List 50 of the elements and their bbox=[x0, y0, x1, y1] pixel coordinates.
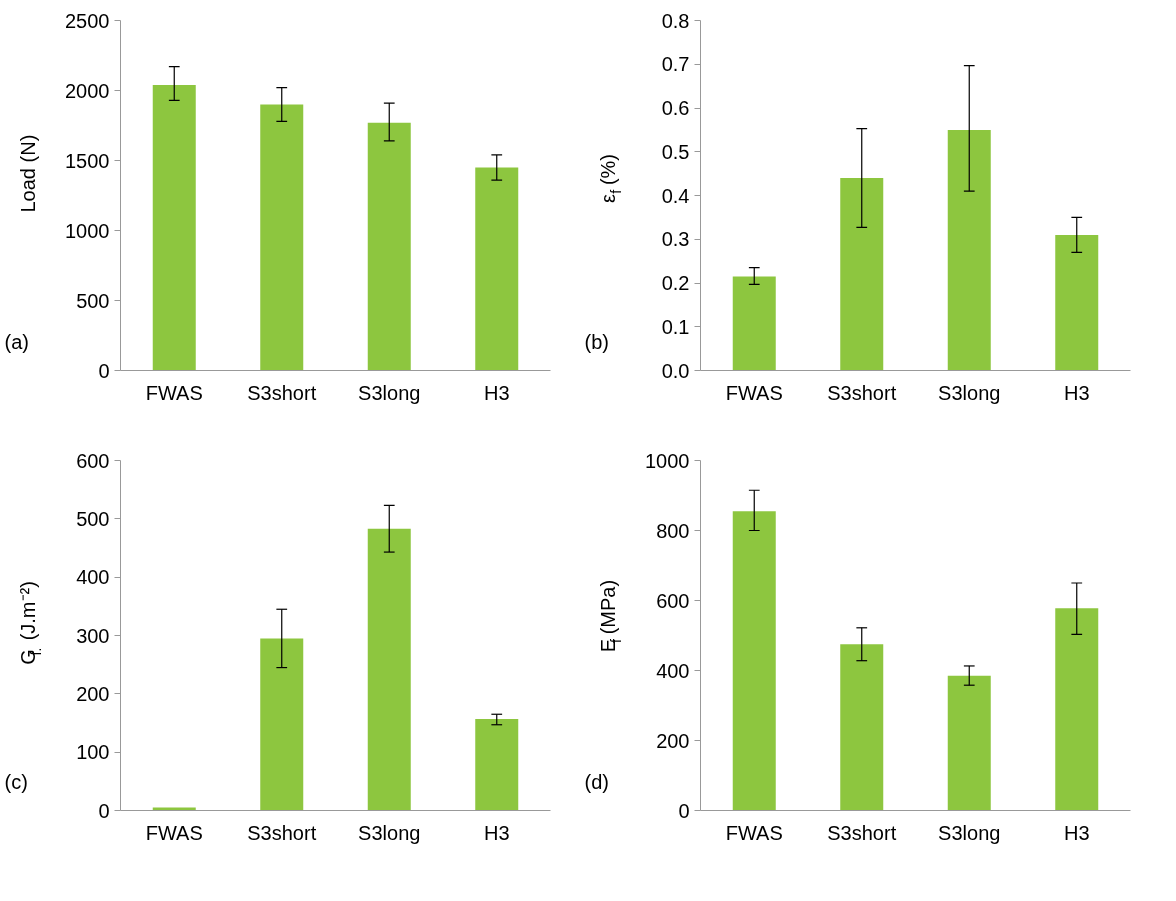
y-tick-label: 1000 bbox=[65, 219, 110, 242]
y-tick-label: 200 bbox=[76, 682, 110, 705]
text: (c) bbox=[4, 771, 28, 793]
x-tick-label: S3short bbox=[247, 381, 317, 404]
x-tick-label: FWAS bbox=[725, 381, 783, 404]
y-tick-label: 0 bbox=[98, 799, 110, 822]
y-tick-label: 500 bbox=[76, 289, 110, 312]
x-tick-label: H3 bbox=[1063, 821, 1090, 844]
y-tick-label: 0.7 bbox=[661, 53, 690, 76]
y-tick-label: 0.6 bbox=[661, 97, 690, 119]
y-axis-title: Load (N) bbox=[16, 134, 39, 213]
x-tick-label: H3 bbox=[483, 821, 510, 844]
y-tick-label: 0 bbox=[678, 799, 690, 822]
x-tick-label: FWAS bbox=[725, 821, 783, 844]
text: (b) bbox=[584, 331, 609, 353]
x-tick-label: S3long bbox=[938, 381, 1001, 404]
x-tick-label: S3short bbox=[827, 821, 897, 844]
y-tick-label: 800 bbox=[656, 519, 690, 542]
y-tick-label: 500 bbox=[76, 507, 110, 530]
y-tick-label: 0.1 bbox=[661, 315, 690, 338]
y-tick-label: 0.5 bbox=[661, 140, 690, 163]
text: (d) bbox=[584, 771, 609, 793]
text: (a) bbox=[4, 331, 29, 353]
y-tick-label: 0.2 bbox=[661, 272, 690, 294]
y-tick-label: 0.0 bbox=[661, 359, 690, 382]
x-tick-label: S3long bbox=[938, 821, 1001, 844]
x-tick-label: S3short bbox=[827, 381, 897, 404]
y-axis-title: εf (%) bbox=[596, 153, 624, 204]
y-tick-label: 0.4 bbox=[661, 184, 690, 207]
y-tick-label: 0.3 bbox=[661, 228, 690, 251]
y-tick-label: 1500 bbox=[65, 149, 110, 172]
y-tick-label: 600 bbox=[656, 589, 690, 612]
y-tick-label: 400 bbox=[76, 566, 110, 589]
y-tick-label: 600 bbox=[76, 449, 110, 472]
x-tick-label: H3 bbox=[483, 381, 510, 404]
x-tick-label: FWAS bbox=[145, 381, 203, 404]
y-tick-label: 2000 bbox=[65, 79, 110, 102]
x-tick-label: S3long bbox=[358, 821, 421, 844]
x-tick-label: S3short bbox=[247, 821, 317, 844]
x-tick-label: H3 bbox=[1063, 381, 1090, 404]
y-tick-label: 100 bbox=[76, 741, 110, 764]
y-tick-label: 2500 bbox=[65, 9, 110, 32]
y-tick-label: 0 bbox=[98, 359, 110, 382]
y-tick-label: 200 bbox=[656, 729, 690, 752]
y-tick-label: 300 bbox=[76, 624, 110, 647]
x-tick-label: S3long bbox=[358, 381, 421, 404]
y-tick-label: 0.8 bbox=[661, 9, 690, 32]
y-tick-label: 1000 bbox=[645, 449, 690, 472]
x-tick-label: FWAS bbox=[145, 821, 203, 844]
y-tick-label: 400 bbox=[656, 659, 690, 682]
